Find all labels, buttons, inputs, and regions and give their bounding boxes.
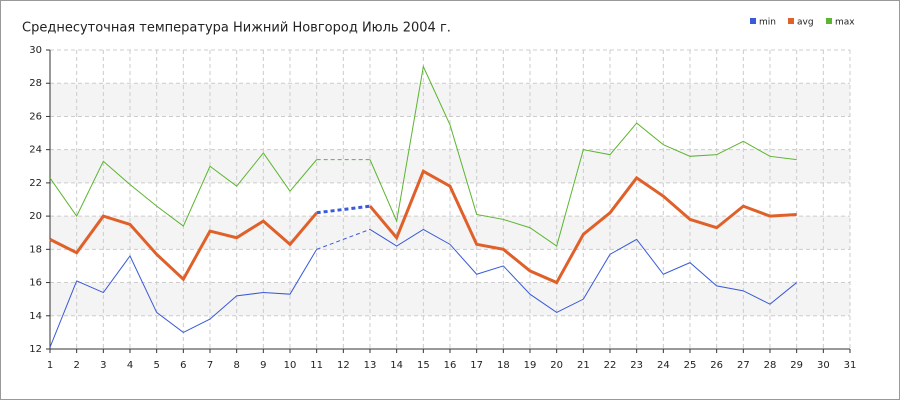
y-tick-label: 20 bbox=[29, 211, 42, 222]
x-tick-label: 10 bbox=[284, 360, 297, 371]
x-tick-label: 2 bbox=[73, 360, 79, 371]
x-tick-label: 13 bbox=[364, 360, 377, 371]
x-tick-label: 27 bbox=[737, 360, 750, 371]
x-tick-label: 6 bbox=[180, 360, 186, 371]
x-tick-label: 4 bbox=[127, 360, 133, 371]
legend-label: avg bbox=[797, 18, 814, 28]
y-tick-label: 12 bbox=[29, 344, 42, 355]
y-tick-label: 26 bbox=[29, 111, 42, 122]
legend-label: min bbox=[759, 18, 776, 28]
series-line bbox=[49, 228, 797, 348]
x-tick-label: 22 bbox=[604, 360, 617, 371]
x-tick-label: 15 bbox=[417, 360, 430, 371]
y-tick-label: 30 bbox=[29, 45, 42, 56]
series-line bbox=[49, 169, 797, 285]
x-tick-label: 23 bbox=[630, 360, 643, 371]
y-tick-label: 18 bbox=[29, 244, 42, 255]
y-tick-label: 28 bbox=[29, 78, 42, 89]
y-tick-label: 16 bbox=[29, 278, 42, 289]
x-tick-label: 16 bbox=[444, 360, 457, 371]
chart-title: Среднесуточная температура Нижний Новгор… bbox=[22, 21, 451, 36]
y-tick-label: 24 bbox=[29, 145, 42, 156]
legend-swatch bbox=[826, 18, 832, 24]
gap-bridge bbox=[316, 228, 371, 250]
x-tick-label: 28 bbox=[764, 360, 777, 371]
x-tick-label: 21 bbox=[577, 360, 590, 371]
x-tick-label: 24 bbox=[657, 360, 670, 371]
x-tick-label: 25 bbox=[684, 360, 697, 371]
legend-swatch bbox=[750, 18, 756, 24]
x-tick-label: 5 bbox=[153, 360, 159, 371]
x-tick-label: 14 bbox=[390, 360, 403, 371]
x-tick-label: 29 bbox=[790, 360, 803, 371]
y-tick-label: 14 bbox=[29, 311, 42, 322]
series-line bbox=[49, 64, 797, 247]
x-tick-label: 11 bbox=[310, 360, 323, 371]
x-tick-label: 30 bbox=[817, 360, 830, 371]
x-tick-label: 17 bbox=[470, 360, 483, 371]
x-tick-label: 19 bbox=[524, 360, 537, 371]
legend-label: max bbox=[835, 18, 855, 28]
x-tick-label: 31 bbox=[844, 360, 857, 371]
y-tick-label: 22 bbox=[29, 178, 42, 189]
x-tick-label: 26 bbox=[710, 360, 723, 371]
x-tick-label: 3 bbox=[100, 360, 106, 371]
gap-bridge bbox=[316, 204, 371, 215]
legend-swatch bbox=[788, 18, 794, 24]
x-tick-label: 9 bbox=[260, 360, 266, 371]
x-tick-label: 12 bbox=[337, 360, 350, 371]
x-tick-label: 8 bbox=[233, 360, 239, 371]
x-tick-label: 7 bbox=[207, 360, 213, 371]
x-tick-label: 20 bbox=[550, 360, 563, 371]
x-tick-label: 1 bbox=[47, 360, 53, 371]
x-tick-label: 18 bbox=[497, 360, 510, 371]
